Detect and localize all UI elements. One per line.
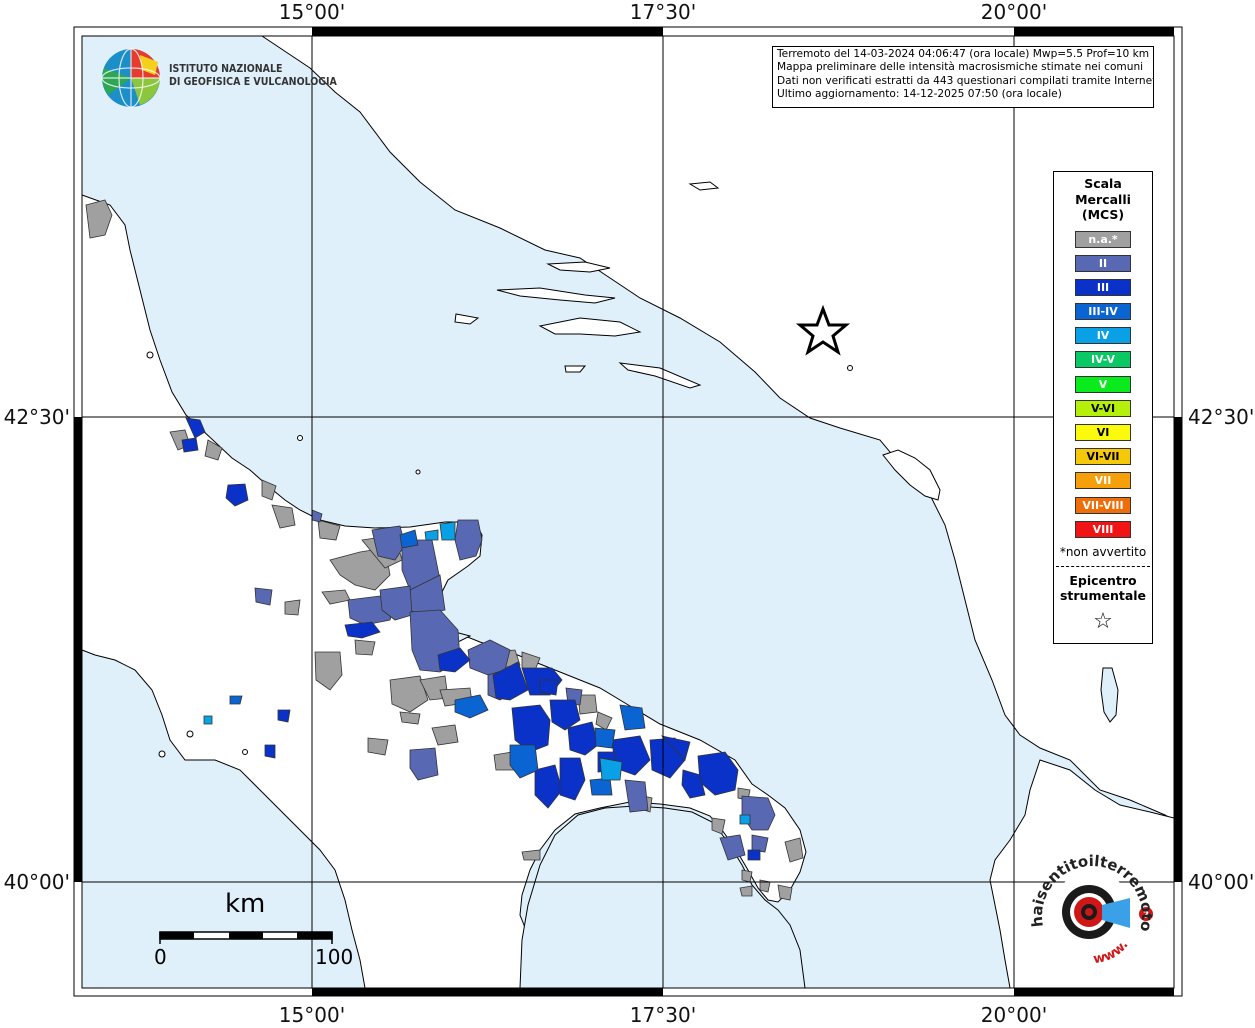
svg-text:?: ? xyxy=(1143,910,1149,921)
legend-swatch: n.a.* xyxy=(1075,230,1131,248)
scale-end: 100 xyxy=(315,945,354,969)
lon-label-top-1: 15°00' xyxy=(279,0,345,24)
legend-title-line2: Mercalli xyxy=(1075,191,1131,207)
ingv-line1: ISTITUTO NAZIONALE xyxy=(169,63,283,75)
legend-title-line1: Scala xyxy=(1084,176,1122,191)
badge-text-ring: haisentitoilterremoto.it www. xyxy=(1030,852,1154,968)
legend-swatch: V-VI xyxy=(1075,399,1131,417)
tyrrhenian-sea xyxy=(81,649,366,989)
lat-label-right-1: 42°30' xyxy=(1188,405,1254,429)
map-frame xyxy=(73,26,1183,997)
legend-star-icon: ☆ xyxy=(1093,608,1113,634)
graticule xyxy=(82,36,1174,988)
ingv-logo-text: ISTITUTO NAZIONALE DI GEOFISICA E VULCAN… xyxy=(169,63,337,88)
badge-text-bottom: www. xyxy=(1092,938,1131,968)
lon-label-top-3: 20°00' xyxy=(981,0,1047,24)
badge-text-top: haisentitoilterremoto.it xyxy=(1030,852,1154,933)
lat-label-left-1: 42°30' xyxy=(4,405,70,429)
event-info-line4: Ultimo aggiornamento: 14-12-2025 07:50 (… xyxy=(777,88,1062,101)
lat-label-left-2: 40°00' xyxy=(4,870,70,894)
legend-swatch: V xyxy=(1075,375,1131,393)
lon-label-bottom-1: 15°00' xyxy=(279,1003,345,1024)
intensity-legend: Scala Mercalli (MCS) n.a.* II III III-IV IV I… xyxy=(1053,171,1153,644)
legend-swatch: VIII xyxy=(1075,520,1131,538)
small-islets xyxy=(146,351,853,758)
scale-unit: km xyxy=(225,889,266,919)
legend-swatch: VI xyxy=(1075,424,1131,441)
scale-bar xyxy=(159,931,333,944)
epicenter-star-icon xyxy=(795,304,851,356)
event-info-line2: Mappa preliminare delle intensità macros… xyxy=(777,61,1144,74)
lon-label-bottom-2: 17°30' xyxy=(630,1003,696,1024)
corfu-island xyxy=(1100,667,1119,723)
lon-label-top-2: 17°30' xyxy=(630,0,696,24)
ingv-logo-icon xyxy=(101,48,161,108)
legend-epicenter-line2: strumentale xyxy=(1059,588,1147,604)
legend-title-line3: (MCS) xyxy=(1081,207,1125,222)
legend-swatch: VII xyxy=(1075,472,1131,490)
legend-epicenter-line1: Epicentro xyxy=(1069,572,1137,588)
event-info-box: Terremoto del 14-03-2024 04:06:47 (ora l… xyxy=(772,46,1154,108)
badge-speaker-target-icon: ? xyxy=(1051,871,1153,953)
lon-label-bottom-3: 20°00' xyxy=(981,1003,1047,1024)
legend-swatch: VII-VIII xyxy=(1075,496,1131,514)
legend-epicenter-label: Epicentro strumentale xyxy=(1054,573,1152,604)
italy-land xyxy=(81,194,807,989)
scale-start: 0 xyxy=(154,945,167,969)
croatian-islands xyxy=(454,181,941,501)
ingv-line2: DI GEOFISICA E VULCANOLOGIA xyxy=(169,75,337,88)
event-info-line1: Terremoto del 14-03-2024 04:06:47 (ora l… xyxy=(777,48,1150,60)
legend-swatches: n.a.* II III III-IV IV IV-V V V-VI VI VI-VII VII VI… xyxy=(1054,230,1152,538)
municipality-polygons xyxy=(85,199,804,901)
legend-separator xyxy=(1056,565,1150,567)
legend-swatch: II xyxy=(1075,254,1131,272)
legend-note: *non avvertito xyxy=(1059,544,1147,559)
balkan-land xyxy=(260,35,1175,821)
legend-swatch: IV xyxy=(1075,327,1131,345)
legend-swatch: VI-VII xyxy=(1075,448,1131,466)
lat-label-right-2: 40°00' xyxy=(1188,870,1254,894)
legend-swatch: IV-V xyxy=(1075,351,1131,369)
legend-swatch: III-IV xyxy=(1075,303,1131,321)
legend-swatch: III xyxy=(1075,278,1131,296)
legend-title: Scala Mercalli (MCS) xyxy=(1054,176,1152,223)
event-info-line3: Dati non verificati estratti da 443 ques… xyxy=(777,74,1154,87)
